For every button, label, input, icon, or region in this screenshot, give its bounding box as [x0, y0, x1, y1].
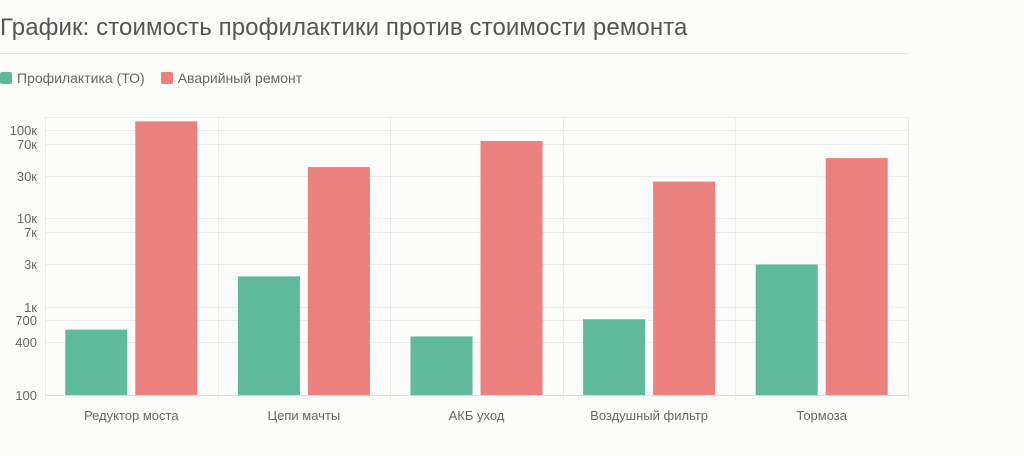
title-divider	[0, 53, 908, 54]
bar-repair	[480, 140, 543, 395]
y-tick-label: 7к	[24, 225, 37, 240]
bar-maintenance	[755, 264, 818, 395]
legend-label-maintenance: Профилактика (ТО)	[17, 70, 145, 86]
y-tick-label: 100к	[10, 123, 38, 138]
bar-maintenance	[237, 276, 300, 395]
y-tick-label: 10к	[17, 211, 37, 226]
legend-item-maintenance[interactable]: Профилактика (ТО)	[0, 70, 145, 86]
bar-maintenance	[65, 329, 128, 395]
y-tick-label: 400	[15, 335, 37, 350]
bar-repair	[653, 181, 716, 395]
y-tick-label: 100	[15, 388, 37, 403]
legend-item-repair[interactable]: Аварийный ремонт	[160, 70, 303, 86]
legend-label-repair: Аварийный ремонт	[177, 70, 303, 86]
x-tick-label: Редуктор моста	[84, 408, 179, 423]
x-tick-label: Воздушный фильтр	[590, 408, 708, 423]
x-tick-label: Цепи мачты	[268, 408, 341, 423]
y-tick-label: 1к	[24, 300, 37, 315]
bar-repair	[135, 121, 198, 395]
chart-legend: Профилактика (ТО) Аварийный ремонт	[0, 70, 318, 86]
x-tick-label: АКБ уход	[449, 408, 505, 423]
y-tick-label: 700	[15, 313, 37, 328]
bar-repair	[825, 158, 888, 395]
bar-repair	[307, 167, 370, 395]
x-tick-label: Тормоза	[796, 408, 847, 423]
y-tick-label: 3к	[24, 257, 37, 272]
y-tick-label: 70к	[17, 137, 37, 152]
bar-maintenance	[583, 319, 646, 395]
bar-maintenance	[410, 336, 473, 395]
legend-swatch-repair	[160, 72, 173, 84]
chart-title: График: стоимость профилактики против ст…	[0, 14, 688, 41]
y-tick-label: 30к	[17, 169, 37, 184]
legend-swatch-maintenance	[0, 72, 12, 84]
